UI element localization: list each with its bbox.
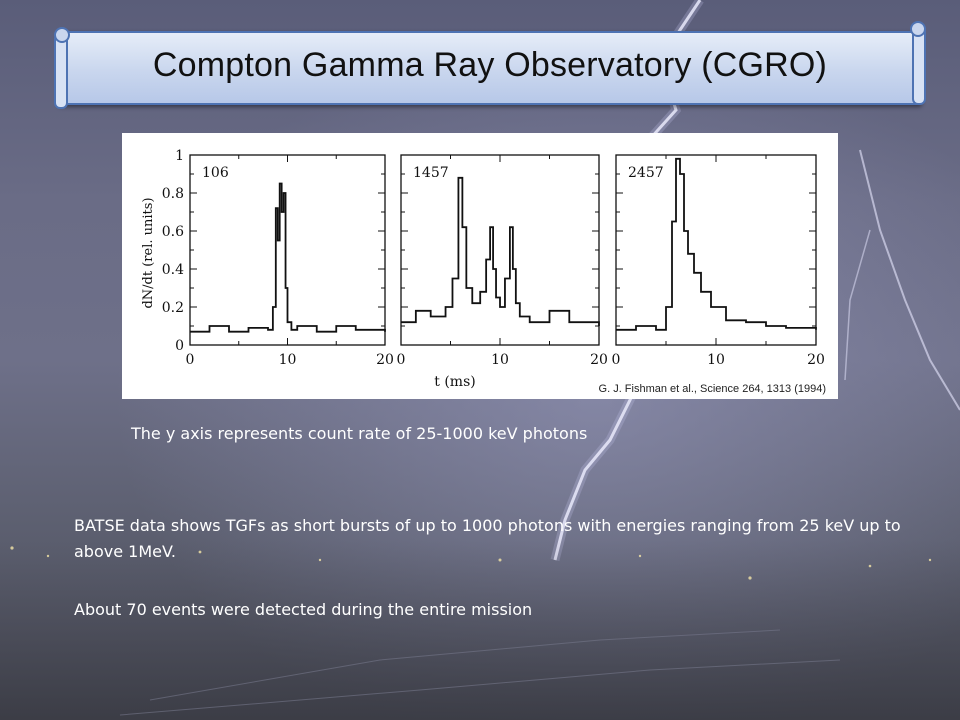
- scroll-curl-left: [54, 27, 70, 43]
- x-tick-label: 20: [590, 352, 608, 368]
- y-tick-label: 0: [175, 338, 184, 354]
- y-tick-label: 0.8: [162, 186, 184, 202]
- y-tick-label: 0.4: [162, 262, 184, 278]
- x-tick-label: 20: [376, 352, 394, 368]
- panel-label: 106: [202, 165, 229, 181]
- y-tick-label: 0.2: [162, 300, 184, 316]
- x-tick-label: 10: [491, 352, 509, 368]
- scroll-curl-right: [910, 21, 926, 37]
- x-tick-label: 0: [612, 352, 621, 368]
- x-axis-label: t (ms): [434, 374, 475, 390]
- x-tick-label: 0: [186, 352, 195, 368]
- x-tick-label: 10: [707, 352, 725, 368]
- y-tick-label: 0.6: [162, 224, 184, 240]
- panel-label: 2457: [628, 165, 664, 181]
- x-tick-label: 0: [397, 352, 406, 368]
- panel-label: 1457: [413, 165, 449, 181]
- body-paragraph-2: About 70 events were detected during the…: [74, 600, 533, 619]
- y-tick-label: 1: [175, 148, 184, 164]
- x-tick-label: 10: [279, 352, 297, 368]
- tgf-figure: dN/dt (rel. units) 0 10 20 0 0.2 0.4 0.6 0.8 1 106…: [122, 133, 838, 399]
- image-credit: G. J. Fishman et al., Science 264, 1313 …: [598, 383, 826, 395]
- light-curve-series: [190, 182, 386, 333]
- light-curve-series: [401, 176, 600, 326]
- body-paragraph-1: BATSE data shows TGFs as short bursts of…: [74, 516, 901, 561]
- y-axis-label: dN/dt (rel. units): [141, 197, 156, 308]
- tgf-light-curves: dN/dt (rel. units)0 10 2000.20.40.60.81106…: [141, 148, 825, 390]
- panel-frame: [615, 154, 817, 346]
- light-curve-series: [616, 157, 817, 331]
- x-tick-label: 20: [807, 352, 825, 368]
- title-banner: Compton Gamma Ray Observatory (CGRO): [54, 21, 926, 109]
- slide-title: Compton Gamma Ray Observatory (CGRO): [152, 46, 828, 84]
- y-axis-caption: The y axis represents count rate of 25-1…: [131, 424, 588, 443]
